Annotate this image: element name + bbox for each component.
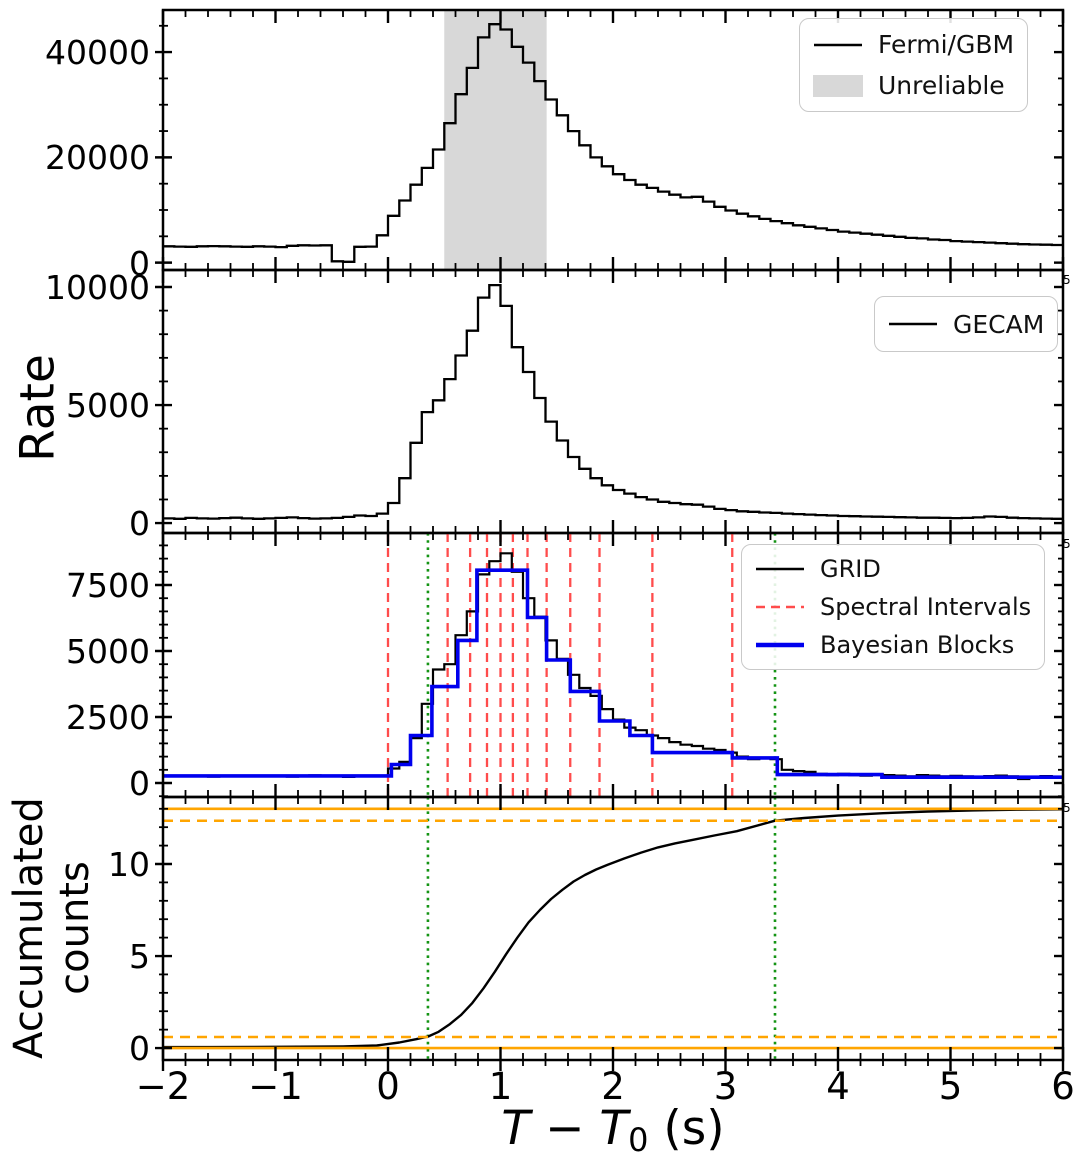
x-tick-label: 4 bbox=[826, 1065, 850, 1108]
axis-edge-label: 5 bbox=[1063, 273, 1071, 287]
legend-line-swatch bbox=[814, 43, 862, 46]
legend-fermi-gbm: Fermi/GBM Unreliable bbox=[799, 18, 1029, 112]
bayesian-blocks-curve bbox=[163, 568, 1063, 779]
legend-label: GRID bbox=[820, 555, 881, 583]
fermi-gbm-histogram-curve bbox=[163, 23, 1063, 263]
x-tick-label: 2 bbox=[601, 1065, 625, 1108]
legend-gecam: GECAM bbox=[874, 296, 1059, 352]
unreliable-band bbox=[444, 10, 547, 270]
legend-line-swatch bbox=[756, 567, 804, 571]
legend-label: GECAM bbox=[953, 309, 1045, 339]
y-tick-label: 40000 bbox=[45, 33, 150, 73]
legend-line-swatch bbox=[756, 605, 804, 609]
x-tick-label: 6 bbox=[1051, 1065, 1075, 1108]
legend-entry: GRID bbox=[755, 550, 1031, 588]
legend-label: Unreliable bbox=[878, 71, 1005, 100]
y-tick-label: 5000 bbox=[66, 632, 150, 671]
y-tick-label: 5000 bbox=[66, 386, 150, 426]
legend-entry: Unreliable bbox=[813, 65, 1014, 106]
gecam-histogram-curve bbox=[163, 283, 1063, 520]
y-tick-label: 7500 bbox=[66, 566, 150, 605]
y-tick-label: 10 bbox=[108, 844, 150, 884]
legend-entry: Spectral Intervals bbox=[755, 588, 1031, 626]
axis-edge-label: 5 bbox=[1063, 537, 1071, 551]
x-axis-label: T − T0 (s) bbox=[501, 1101, 725, 1160]
x-tick-label: −1 bbox=[248, 1065, 303, 1108]
panel-spine bbox=[161, 795, 1065, 1062]
y-tick-label: 20000 bbox=[45, 138, 150, 178]
y-tick-label: 5 bbox=[129, 937, 150, 976]
y-tick-label: 2500 bbox=[66, 698, 150, 737]
legend-line-swatch bbox=[889, 322, 937, 326]
legend-entry: Bayesian Blocks bbox=[755, 626, 1031, 664]
panel-accumulated-counts-plot bbox=[155, 795, 1065, 1071]
x-tick-label: 3 bbox=[713, 1065, 738, 1108]
x-tick-label: 5 bbox=[938, 1065, 963, 1108]
legend-label: Spectral Intervals bbox=[820, 593, 1032, 621]
y-tick-label: 0 bbox=[129, 243, 150, 283]
accumulated-counts-curve bbox=[163, 808, 1064, 1049]
x-tick-label: 1 bbox=[488, 1065, 513, 1108]
legend-entry: GECAM bbox=[888, 302, 1044, 346]
y-tick-label: 10000 bbox=[45, 267, 150, 307]
legend-entry: Fermi/GBM bbox=[813, 24, 1014, 65]
y-tick-label: 0 bbox=[129, 504, 150, 544]
legend-line-swatch bbox=[756, 642, 804, 648]
legend-patch-swatch bbox=[813, 74, 863, 97]
y-tick-label: 0 bbox=[129, 1029, 150, 1069]
x-tick-label: −2 bbox=[135, 1065, 191, 1108]
x-tick-label: 0 bbox=[376, 1065, 400, 1108]
legend-label: Bayesian Blocks bbox=[820, 631, 1015, 659]
y-tick-label: 0 bbox=[129, 764, 150, 803]
legend-label: Fermi/GBM bbox=[878, 30, 1015, 59]
axis-edge-label: 5 bbox=[1063, 801, 1071, 815]
legend-grid: GRID Spectral Intervals Bayesian Blocks bbox=[741, 544, 1046, 670]
